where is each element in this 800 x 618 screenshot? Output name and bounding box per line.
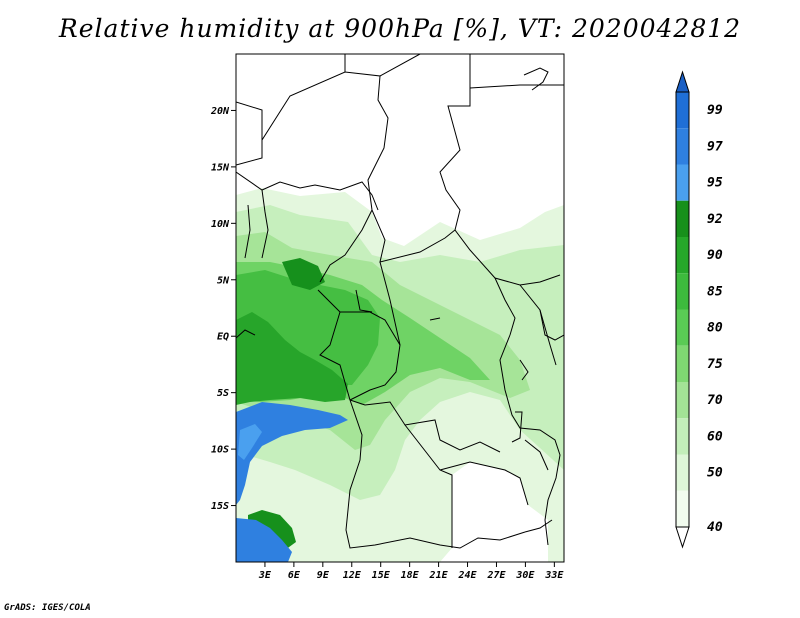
colorbar-segment: [676, 128, 689, 165]
colorbar-segment: [676, 237, 689, 274]
lon-tick-label: 30E: [515, 570, 535, 581]
colorbar-segment: [676, 382, 689, 419]
colorbar-label: 85: [707, 284, 723, 299]
colorbar: 99 97 95 92 90 85 80 75 70 60 50 40: [675, 70, 723, 549]
colorbar-label: 92: [707, 212, 723, 227]
colorbar-segment: [676, 345, 689, 382]
lon-tick-label: 9E: [317, 570, 330, 581]
colorbar-segment: [676, 490, 689, 527]
lat-tick-label: 20N: [210, 106, 230, 117]
colorbar-segment: [676, 200, 689, 237]
colorbar-label: 95: [707, 176, 723, 191]
humidity-area-99: [238, 424, 262, 460]
lon-tick-label: 27E: [486, 570, 506, 581]
country-borders: [236, 54, 564, 549]
map-title: Relative humidity at 900hPa [%], VT: 202…: [58, 14, 742, 43]
lon-tick-label: 6E: [288, 570, 301, 581]
lon-tick-label: 33E: [544, 570, 564, 581]
colorbar-label: 75: [707, 357, 723, 372]
colorbar-label: 40: [707, 520, 723, 535]
colorbar-label: 60: [707, 429, 723, 444]
humidity-area-97: [236, 402, 348, 505]
grads-credit: GrADS: IGES/COLA: [4, 603, 91, 613]
colorbar-label: 70: [707, 393, 723, 408]
lat-tick-label: 15S: [211, 501, 229, 512]
humidity-area-97b: [236, 518, 292, 562]
colorbar-label: 50: [707, 466, 723, 481]
colorbar-outline: [675, 91, 690, 528]
colorbar-label: 90: [707, 248, 723, 263]
lat-tick-label: 15N: [211, 162, 230, 173]
colorbar-top-arrow: [675, 70, 690, 93]
lon-tick-label: 24E: [457, 570, 477, 581]
lat-tick-label: 5S: [217, 388, 229, 399]
lon-tick-label: 3E: [258, 570, 272, 581]
lat-tick-label: 10N: [211, 219, 230, 230]
colorbar-segment: [676, 92, 689, 129]
lat-tick-label: 10S: [211, 445, 229, 456]
humidity-area-92b: [282, 258, 325, 290]
lon-tick-label: 18E: [401, 570, 420, 581]
colorbar-segment: [676, 454, 689, 491]
colorbar-segment: [676, 164, 689, 201]
colorbar-segment: [676, 273, 689, 310]
colorbar-segment: [676, 309, 689, 346]
colorbar-bottom-arrow: [675, 526, 690, 549]
colorbar-label: 80: [707, 321, 723, 336]
lon-tick-label: 21E: [429, 570, 449, 581]
longitude-axis: 3E 6E 9E 12E 15E 18E 21E 24E 27E 30E 33E: [258, 562, 564, 581]
colorbar-label: 97: [707, 139, 723, 154]
lon-tick-label: 12E: [343, 570, 362, 581]
map-frame: [235, 53, 565, 563]
latitude-axis: 20N 15N 10N 5N EQ 5S 10S 15S: [210, 106, 236, 512]
lat-tick-label: 5N: [217, 275, 230, 286]
humidity-area-90: [236, 312, 348, 405]
colorbar-label: 99: [707, 103, 723, 118]
humidity-field: [236, 54, 564, 562]
lat-tick-label: EQ: [217, 332, 229, 343]
colorbar-segment: [676, 418, 689, 455]
lon-tick-label: 15E: [372, 570, 391, 581]
